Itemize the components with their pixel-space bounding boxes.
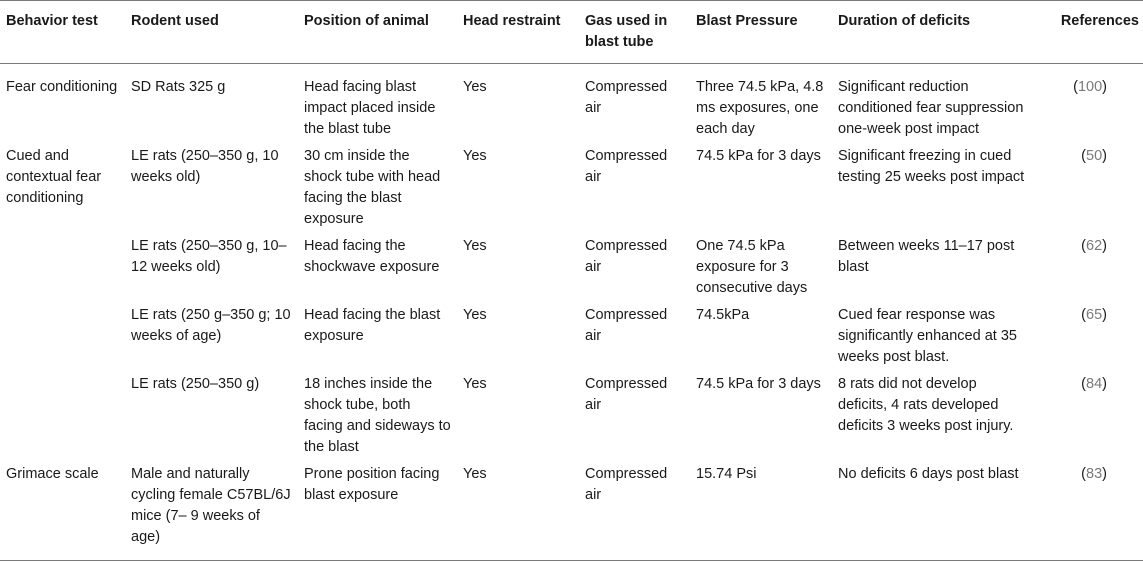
cell-position: Prone position facing blast exposure bbox=[298, 464, 457, 561]
header-references: References bbox=[1031, 0, 1143, 64]
cell-pressure: 74.5 kPa for 3 days bbox=[696, 148, 821, 164]
cell-position: 30 cm inside the shock tube with head fa… bbox=[304, 148, 441, 227]
cell-rodent: LE rats (250–350 g, 10 weeks old) bbox=[131, 148, 279, 185]
cell-gas: Compressed air bbox=[579, 464, 690, 561]
reference-link[interactable]: 100 bbox=[1077, 79, 1103, 95]
reference-link[interactable]: 62 bbox=[1086, 238, 1103, 254]
cell-position: 18 inches inside the shock tube, both fa… bbox=[304, 376, 451, 455]
reference-link[interactable]: 65 bbox=[1086, 307, 1103, 323]
cell-duration: Significant reduction conditioned fear s… bbox=[838, 79, 1024, 137]
header-blast-pressure: Blast Pressure bbox=[690, 0, 832, 64]
cell-duration: Cued fear response was significantly enh… bbox=[838, 307, 1017, 365]
cell-reference[interactable]: (62) bbox=[1081, 238, 1107, 254]
cell-test bbox=[0, 236, 125, 305]
table-row: Grimace scale Male and naturally cycling… bbox=[0, 464, 1143, 561]
header-behavior-test: Behavior test bbox=[0, 0, 125, 64]
cell-test bbox=[0, 305, 125, 374]
cell-test: Fear conditioning bbox=[6, 79, 118, 95]
cell-reference[interactable]: (50) bbox=[1081, 148, 1107, 164]
cell-position: Head facing the shockwave exposure bbox=[304, 238, 440, 275]
cell-test bbox=[0, 374, 125, 464]
header-head-restraint: Head restraint bbox=[457, 0, 579, 64]
cell-duration: Between weeks 11–17 post blast bbox=[838, 238, 1015, 275]
cell-position: Head facing the blast exposure bbox=[304, 307, 441, 344]
cell-pressure: Three 74.5 kPa, 4.8 ms exposures, one ea… bbox=[696, 79, 824, 137]
cell-pressure: 74.5 kPa for 3 days bbox=[696, 376, 821, 392]
cell-reference[interactable]: (83) bbox=[1031, 464, 1143, 561]
cell-test: Cued and contextual fear conditioning bbox=[6, 148, 102, 206]
cell-pressure: 74.5kPa bbox=[696, 307, 750, 323]
cell-duration: 8 rats did not develop deficits, 4 rats … bbox=[838, 376, 1014, 434]
cell-test: Grimace scale bbox=[0, 464, 125, 561]
table-row: Fear conditioning SD Rats 325 g Head fac… bbox=[0, 64, 1143, 147]
reference-link[interactable]: 83 bbox=[1086, 466, 1103, 482]
cell-rodent: LE rats (250–350 g, 10–12 weeks old) bbox=[131, 238, 287, 275]
cell-gas: Compressed air bbox=[585, 148, 668, 185]
cell-restraint: Yes bbox=[463, 238, 487, 254]
cell-reference[interactable]: (65) bbox=[1081, 307, 1107, 323]
cell-gas: Compressed air bbox=[585, 238, 668, 275]
header-duration: Duration of deficits bbox=[832, 0, 1031, 64]
cell-rodent: SD Rats 325 g bbox=[131, 79, 226, 95]
cell-gas: Compressed air bbox=[585, 376, 668, 413]
header-position: Position of animal bbox=[298, 0, 457, 64]
header-gas: Gas used in blast tube bbox=[579, 0, 690, 64]
cell-restraint: Yes bbox=[463, 307, 487, 323]
cell-pressure: 15.74 Psi bbox=[690, 464, 832, 561]
table-row: LE rats (250–350 g, 10–12 weeks old) Hea… bbox=[0, 236, 1143, 305]
reference-link[interactable]: 50 bbox=[1086, 148, 1103, 164]
cell-gas: Compressed air bbox=[585, 307, 668, 344]
header-rodent-used: Rodent used bbox=[125, 0, 298, 64]
table-row: LE rats (250 g–350 g; 10 weeks of age) H… bbox=[0, 305, 1143, 374]
header-row: Behavior test Rodent used Position of an… bbox=[0, 0, 1143, 64]
table-row: Cued and contextual fear conditioning LE… bbox=[0, 146, 1143, 236]
cell-rodent: LE rats (250–350 g) bbox=[131, 376, 260, 392]
cell-gas: Compressed air bbox=[585, 79, 668, 116]
cell-reference[interactable]: (100) bbox=[1073, 79, 1107, 95]
cell-restraint: Yes bbox=[457, 464, 579, 561]
table-row: LE rats (250–350 g) 18 inches inside the… bbox=[0, 374, 1143, 464]
cell-restraint: Yes bbox=[463, 79, 487, 95]
cell-rodent: Male and naturally cycling female C57BL/… bbox=[125, 464, 298, 561]
cell-restraint: Yes bbox=[463, 376, 487, 392]
cell-reference[interactable]: (84) bbox=[1081, 376, 1107, 392]
cell-rodent: LE rats (250 g–350 g; 10 weeks of age) bbox=[131, 307, 291, 344]
cell-duration: Significant freezing in cued testing 25 … bbox=[838, 148, 1025, 185]
cell-position: Head facing blast impact placed inside t… bbox=[304, 79, 436, 137]
cell-duration: No deficits 6 days post blast bbox=[832, 464, 1031, 561]
cell-restraint: Yes bbox=[463, 148, 487, 164]
reference-link[interactable]: 84 bbox=[1086, 376, 1103, 392]
cell-pressure: One 74.5 kPa exposure for 3 consecutive … bbox=[696, 238, 808, 296]
